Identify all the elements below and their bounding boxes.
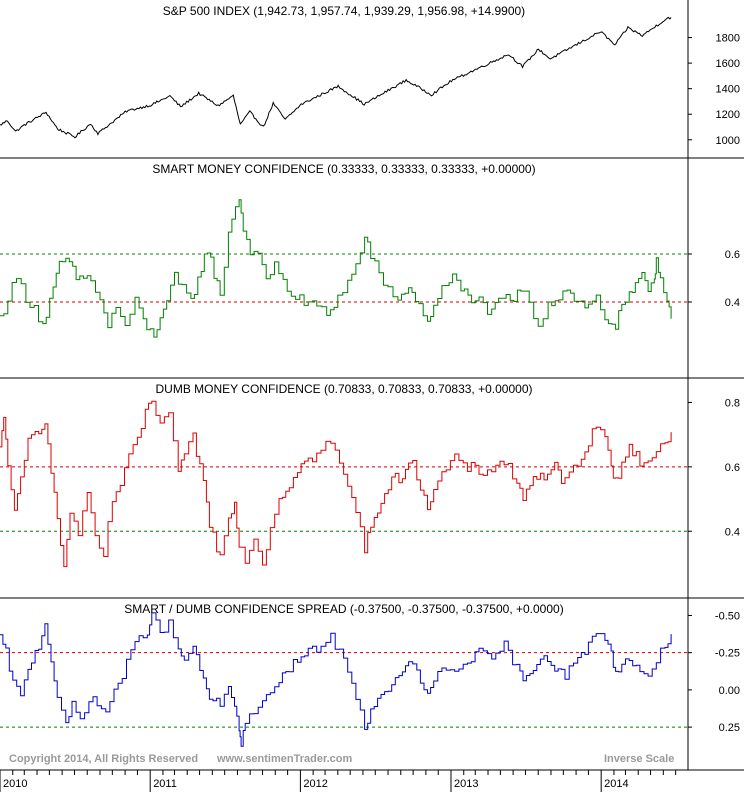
chart-panels: 1000 1200 1400 1600 1800 S&P 500 INDEX (1,942… xyxy=(0,0,744,771)
series-line xyxy=(0,16,672,139)
x-year-label: 2013 xyxy=(454,778,478,790)
series-line xyxy=(0,199,672,338)
x-year-label: 2012 xyxy=(303,778,327,790)
y-tick-label: 0.4 xyxy=(725,526,740,538)
x-axis: 2010 2011 2012 2013 2014 xyxy=(0,769,744,792)
y-tick-label: 1800 xyxy=(716,33,740,45)
y-tick-label: 0.8 xyxy=(725,397,740,409)
panel-title: SMART / DUMB CONFIDENCE SPREAD (-0.37500… xyxy=(124,602,563,616)
y-tick-label: 0.4 xyxy=(725,297,740,309)
y-tick-label: 1400 xyxy=(716,84,740,96)
inverse-scale-note: Inverse Scale xyxy=(604,753,674,765)
y-tick-label: 0.25 xyxy=(719,722,740,734)
y-tick-label: 1600 xyxy=(716,58,740,70)
y-tick-label: 0.00 xyxy=(719,685,740,697)
website-text: www.sentimenTrader.com xyxy=(216,753,353,765)
panel-title: SMART MONEY CONFIDENCE (0.33333, 0.33333… xyxy=(152,162,535,176)
x-year-label: 2011 xyxy=(153,778,177,790)
chart-panel-2: 0.4 0.6 SMART MONEY CONFIDENCE (0.33333, 0… xyxy=(0,158,744,379)
chart-panel-1: 1000 1200 1400 1600 1800 S&P 500 INDEX (1,942… xyxy=(0,0,744,159)
panel-title: DUMB MONEY CONFIDENCE (0.70833, 0.70833,… xyxy=(156,382,533,396)
chart-panel-4: -0.50 -0.25 0.00 0.25 SMART / DUMB CONFIDENC… xyxy=(0,598,744,771)
copyright-text: Copyright 2014, All Rights Reserved xyxy=(9,753,198,765)
y-tick-label: 1200 xyxy=(716,109,740,121)
y-tick-label: 0.6 xyxy=(725,249,740,261)
y-tick-label: -0.25 xyxy=(715,648,740,660)
panel-title: S&P 500 INDEX (1,942.73, 1,957.74, 1,939… xyxy=(163,4,525,18)
series-line xyxy=(0,612,672,747)
chart-panel-3: 0.4 0.6 0.8 DUMB MONEY CONFIDENCE (0.70833,… xyxy=(0,378,744,599)
x-year-label: 2010 xyxy=(3,778,27,790)
series-line xyxy=(0,400,672,568)
x-year-label: 2014 xyxy=(604,778,628,790)
y-tick-label: -0.50 xyxy=(715,610,740,622)
y-tick-label: 0.6 xyxy=(725,462,740,474)
y-tick-label: 1000 xyxy=(716,135,740,147)
